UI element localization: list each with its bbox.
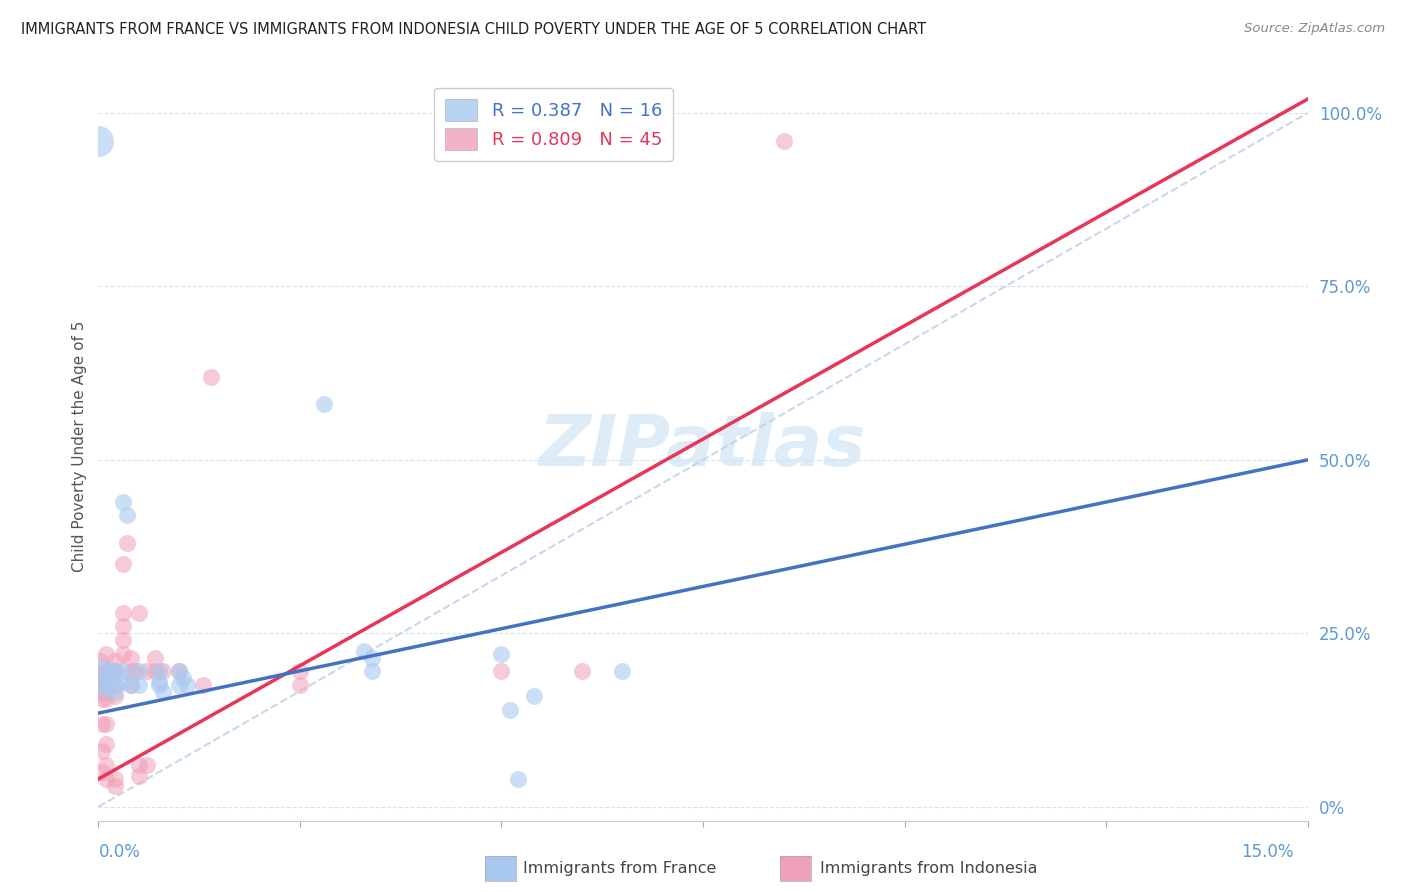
Point (96, 772, 118, 786)
Legend: R = 0.387   N = 16, R = 0.809   N = 45: R = 0.387 N = 16, R = 0.809 N = 45 (434, 88, 673, 161)
Point (111, 633, 134, 648)
Point (128, 665, 150, 679)
Point (148, 678, 170, 692)
Point (152, 665, 174, 679)
Point (193, 678, 215, 692)
Point (135, 758, 157, 772)
Point (111, 674, 134, 689)
Point (314, 397, 336, 411)
Point (91, 692, 114, 706)
Point (288, 678, 311, 692)
Point (103, 665, 125, 679)
Text: IMMIGRANTS FROM FRANCE VS IMMIGRANTS FROM INDONESIA CHILD POVERTY UNDER THE AGE : IMMIGRANTS FROM FRANCE VS IMMIGRANTS FRO… (21, 22, 927, 37)
Point (167, 665, 190, 679)
Point (120, 650, 142, 665)
Text: 15.0%: 15.0% (1241, 843, 1294, 861)
Point (96, 716, 118, 731)
Point (143, 650, 166, 665)
Point (353, 643, 375, 657)
Point (96, 681, 118, 696)
Text: Source: ZipAtlas.com: Source: ZipAtlas.com (1244, 22, 1385, 36)
Point (111, 494, 134, 508)
Text: Immigrants from Indonesia: Immigrants from Indonesia (820, 862, 1038, 876)
Point (491, 647, 513, 661)
Point (128, 678, 150, 692)
Point (90, 678, 112, 692)
Point (96, 692, 118, 706)
Point (111, 606, 134, 620)
Point (91, 765, 114, 780)
Point (103, 772, 125, 786)
Point (91, 665, 114, 679)
Point (200, 369, 222, 384)
Point (612, 665, 634, 679)
Point (148, 665, 170, 679)
Point (111, 647, 134, 661)
Point (128, 758, 150, 772)
Point (506, 772, 529, 786)
Point (115, 536, 138, 550)
Point (115, 508, 138, 523)
Point (103, 665, 125, 679)
Point (124, 665, 146, 679)
Point (89, 654, 111, 668)
Y-axis label: Child Poverty Under the Age of 5: Child Poverty Under the Age of 5 (72, 320, 87, 572)
Text: ZIPatlas: ZIPatlas (540, 411, 866, 481)
Point (361, 650, 384, 665)
Point (96, 665, 118, 679)
Point (111, 665, 134, 679)
Point (167, 678, 190, 692)
Point (772, 134, 794, 148)
Point (103, 678, 125, 692)
Point (91, 678, 114, 692)
Point (120, 678, 142, 692)
Point (91, 744, 114, 758)
Point (491, 665, 513, 679)
Point (651, 134, 673, 148)
Point (91, 716, 114, 731)
Point (103, 685, 125, 699)
Point (103, 678, 125, 692)
Point (176, 678, 198, 692)
Point (96, 647, 118, 661)
Point (571, 665, 593, 679)
Point (361, 665, 384, 679)
Point (100, 665, 122, 679)
Point (111, 619, 134, 633)
Point (172, 672, 194, 686)
Point (89, 668, 111, 682)
Point (167, 665, 190, 679)
Point (120, 678, 142, 692)
Point (128, 606, 150, 620)
Point (120, 665, 142, 679)
Point (148, 674, 170, 689)
Point (288, 665, 311, 679)
Point (111, 557, 134, 571)
Text: Immigrants from France: Immigrants from France (523, 862, 717, 876)
Point (103, 779, 125, 793)
Point (96, 678, 118, 692)
Point (128, 768, 150, 782)
Point (498, 703, 520, 717)
Point (96, 672, 118, 686)
Point (91, 685, 114, 699)
Text: 0.0%: 0.0% (98, 843, 141, 861)
Point (152, 685, 174, 699)
Point (523, 689, 546, 703)
Point (96, 737, 118, 751)
Point (103, 689, 125, 703)
Point (87, 134, 110, 148)
Point (103, 654, 125, 668)
Point (143, 665, 166, 679)
Point (96, 758, 118, 772)
Point (89, 674, 111, 689)
Point (135, 665, 157, 679)
